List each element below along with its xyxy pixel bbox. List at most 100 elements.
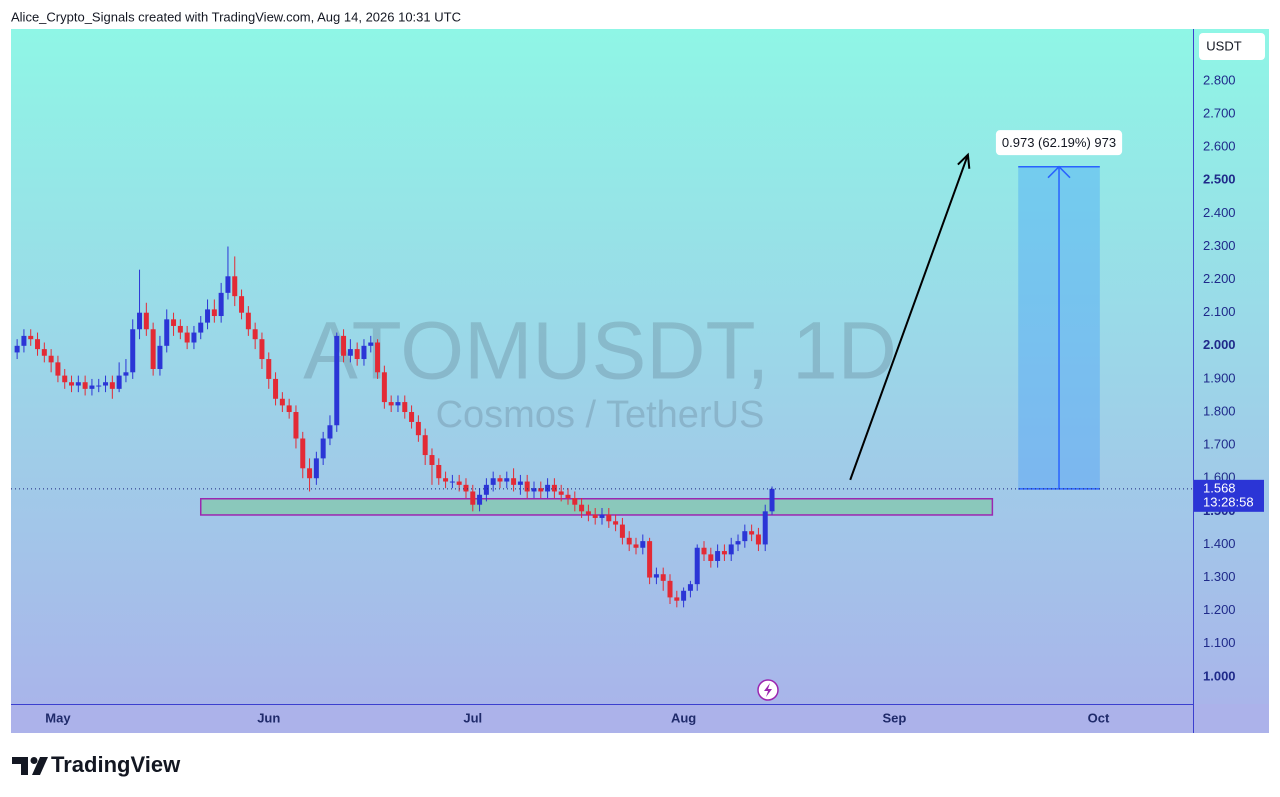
candle-body xyxy=(82,382,88,389)
candle-body xyxy=(653,574,659,578)
measure-label-box xyxy=(995,130,1123,156)
candle-body xyxy=(415,421,421,436)
candle-body xyxy=(667,580,673,598)
watermark-name: Cosmos / TetherUS xyxy=(436,394,765,436)
candle-body xyxy=(123,372,129,376)
candle-body xyxy=(715,551,721,561)
projection-arrow xyxy=(849,154,969,481)
candle-body xyxy=(198,322,204,333)
candle-body xyxy=(755,534,761,545)
candle-body xyxy=(388,402,394,406)
alert-icon xyxy=(757,679,779,701)
candle-body xyxy=(456,481,462,485)
candle-body xyxy=(28,335,34,340)
candle-body xyxy=(449,481,455,483)
candle-body xyxy=(191,332,197,343)
candle-body xyxy=(572,498,578,505)
candle-body xyxy=(368,342,374,346)
y-tick-label: 1.200 xyxy=(1203,602,1236,617)
candle-body xyxy=(75,382,81,386)
candle-body xyxy=(701,547,707,555)
candle-body xyxy=(55,362,61,376)
candle-body xyxy=(728,544,734,555)
y-tick-label: 1.700 xyxy=(1203,437,1236,452)
tradingview-logo xyxy=(12,757,48,775)
candle-body xyxy=(69,382,75,386)
candle-body xyxy=(592,514,598,518)
y-tick-label: 2.500 xyxy=(1203,172,1236,187)
candle-body xyxy=(273,378,279,399)
candle-body xyxy=(619,524,625,538)
candle-body xyxy=(232,276,238,297)
last-price-label: 1.568 xyxy=(1203,480,1236,495)
candle-body xyxy=(626,537,632,545)
y-tick-label: 1.100 xyxy=(1203,635,1236,650)
candle-body xyxy=(150,329,156,369)
candle-body xyxy=(143,312,149,330)
attribution: Alice_Crypto_Signals created with Tradin… xyxy=(11,9,461,24)
candle-body xyxy=(674,597,680,601)
candle-body xyxy=(361,345,367,360)
candle-body xyxy=(742,531,748,542)
candle-body xyxy=(157,345,163,369)
candle-body xyxy=(633,544,639,548)
candle-body xyxy=(225,276,231,293)
candle-body xyxy=(211,309,217,317)
measure-label: 0.973 (62.19%) 973 xyxy=(1002,135,1116,150)
y-tick-label: 2.400 xyxy=(1203,205,1236,220)
candle-body xyxy=(531,488,537,492)
currency-label: USDT xyxy=(1206,38,1241,53)
candle-body xyxy=(660,574,666,581)
candle-body xyxy=(334,335,340,426)
candle-body xyxy=(565,494,571,499)
candle-body xyxy=(613,521,619,525)
x-tick-label: Oct xyxy=(1088,710,1110,725)
candle-body xyxy=(721,551,727,555)
candle-body xyxy=(687,584,693,591)
x-tick-label: May xyxy=(45,710,71,725)
candle-body xyxy=(116,375,122,389)
candle-body xyxy=(579,504,585,512)
candle-body xyxy=(279,398,285,406)
candle-body xyxy=(184,332,190,343)
candle-body xyxy=(177,325,183,333)
candle-body xyxy=(606,514,612,522)
candle-body xyxy=(647,541,653,578)
y-tick-label: 2.000 xyxy=(1203,337,1236,352)
candle-body xyxy=(395,402,401,406)
candle-body xyxy=(347,349,353,356)
y-tick-label: 1.800 xyxy=(1203,403,1236,418)
candle-body xyxy=(599,514,605,518)
candle-body xyxy=(354,349,360,360)
candle-body xyxy=(443,478,449,482)
candle-body xyxy=(62,375,68,383)
candle-body xyxy=(103,382,109,386)
x-tick-label: Jun xyxy=(257,710,280,725)
candle-body xyxy=(749,531,755,535)
plot-layer xyxy=(11,152,1193,608)
y-tick-label: 1.300 xyxy=(1203,569,1236,584)
candle-body xyxy=(252,329,258,340)
candle-body xyxy=(409,412,415,422)
candle-body xyxy=(694,547,700,585)
candle-body xyxy=(463,484,469,492)
y-tick-label: 2.200 xyxy=(1203,271,1236,286)
candle-body xyxy=(551,484,557,492)
y-tick-label: 1.400 xyxy=(1203,536,1236,551)
candle-body xyxy=(477,494,483,505)
last-price-box xyxy=(1194,479,1264,512)
candle-body xyxy=(14,345,20,353)
y-tick-label: 1.000 xyxy=(1203,668,1236,683)
candle-body xyxy=(524,481,530,492)
measure-head xyxy=(1047,165,1071,179)
candle-body xyxy=(585,511,591,515)
candle-body xyxy=(259,339,265,360)
candle-body xyxy=(320,438,326,459)
candle-body xyxy=(402,402,408,413)
y-tick-label: 2.300 xyxy=(1203,238,1236,253)
candle-body xyxy=(137,312,143,330)
candle-body xyxy=(89,385,95,389)
x-tick-label: Aug xyxy=(671,710,696,725)
candle-body xyxy=(293,412,299,439)
